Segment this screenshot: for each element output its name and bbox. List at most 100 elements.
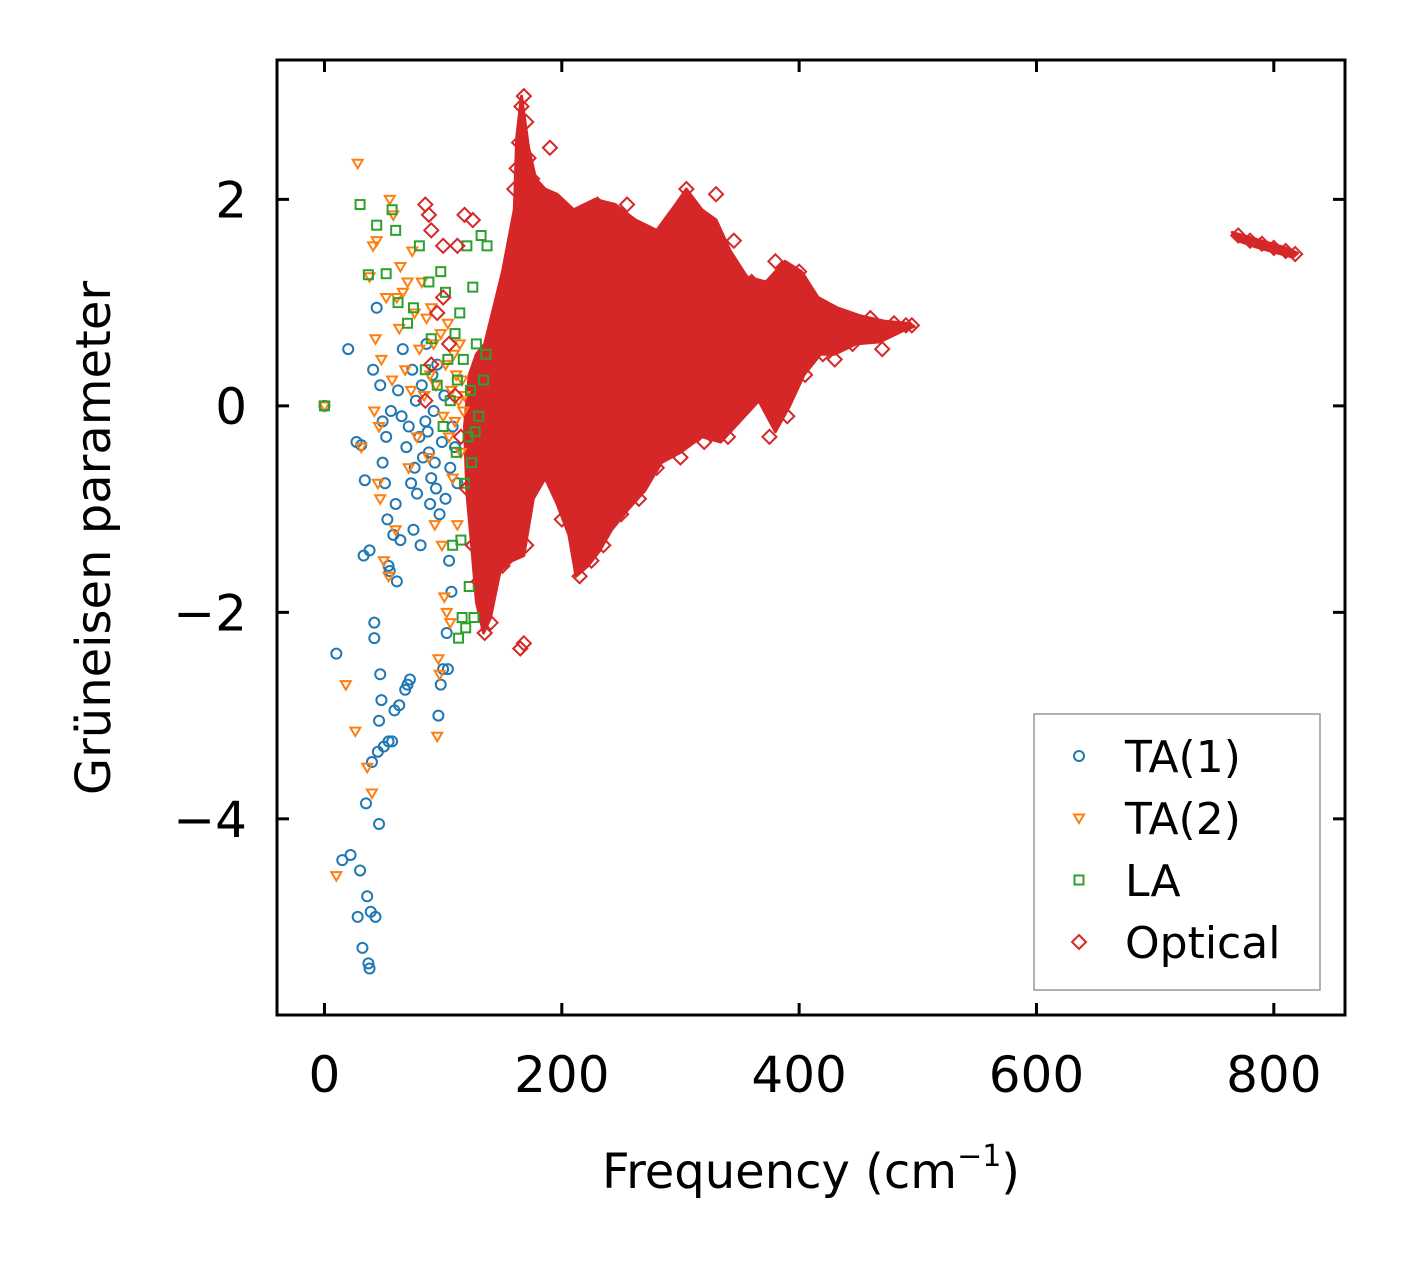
ta-1-point xyxy=(443,554,456,567)
optical-point xyxy=(571,567,589,585)
ta-1-point xyxy=(380,430,393,443)
optical-point xyxy=(520,149,537,167)
ta-1-point xyxy=(427,405,440,418)
ta-2-point xyxy=(407,308,422,320)
ta-2-point xyxy=(441,318,455,331)
ta-2-point xyxy=(366,241,380,253)
ta-2-point xyxy=(412,344,427,357)
ta-1-point xyxy=(415,379,428,392)
y-tick-label: 2 xyxy=(215,171,247,229)
ta-1-point xyxy=(370,301,383,314)
ta-1-point xyxy=(407,523,420,536)
la-point xyxy=(473,410,485,422)
optical-point xyxy=(1277,242,1295,260)
ta-2-point xyxy=(392,323,406,336)
la-point xyxy=(480,348,492,360)
optical-point xyxy=(861,309,879,327)
la-point xyxy=(455,534,467,546)
ta-2-point xyxy=(431,654,446,666)
ta-2-point xyxy=(393,261,408,274)
ta-2-point xyxy=(369,236,384,248)
ta-2-point xyxy=(439,607,454,620)
ta-2-point xyxy=(445,473,460,486)
optical-point xyxy=(416,392,434,410)
ta-2-point xyxy=(373,494,387,506)
la-point xyxy=(460,622,472,634)
optical-point xyxy=(452,428,470,446)
ta-2-point xyxy=(365,788,379,800)
x-tick-label: 600 xyxy=(989,1046,1084,1104)
optical-point xyxy=(529,185,547,203)
la-point xyxy=(464,384,476,396)
ta-1-point xyxy=(439,492,452,505)
ta-2-point xyxy=(388,525,403,537)
ta-1-point xyxy=(381,513,394,526)
x-tick-label: 400 xyxy=(751,1046,846,1104)
ta-2-point xyxy=(436,411,450,424)
ta-1-point xyxy=(434,678,447,691)
optical-point xyxy=(790,263,808,281)
la-point xyxy=(392,297,404,309)
ta-1-point xyxy=(351,910,364,923)
legend-marker-la xyxy=(1073,874,1085,886)
optical-point xyxy=(464,211,482,229)
ta-2-point xyxy=(377,556,391,568)
ta-1-point xyxy=(408,461,421,474)
ta-1-point xyxy=(386,735,399,748)
ta-2-point xyxy=(430,731,444,744)
la-point xyxy=(442,353,454,365)
la-point xyxy=(423,276,435,288)
ta-1-point xyxy=(367,363,380,376)
optical-point xyxy=(677,180,695,198)
ta-2-point xyxy=(348,726,363,739)
optical-point xyxy=(434,289,452,306)
la-point xyxy=(435,266,447,278)
la-point xyxy=(457,353,469,365)
optical-point xyxy=(666,216,683,234)
y-axis-ticks: −4 −2 0 2 xyxy=(173,171,1345,849)
optical-point xyxy=(873,340,891,358)
la-point xyxy=(481,240,493,252)
optical-point xyxy=(434,237,452,255)
ta-1-point xyxy=(403,673,416,686)
optical-point xyxy=(612,505,630,523)
la-point xyxy=(468,612,480,624)
legend-marker-optical xyxy=(1070,933,1088,951)
ta-1-point xyxy=(330,647,343,660)
la-point xyxy=(467,281,479,293)
ta-1-point xyxy=(375,694,388,707)
scatter-points xyxy=(317,87,1304,975)
ta-1-point xyxy=(444,461,457,474)
ta-2-point xyxy=(426,339,441,351)
ta-1-point xyxy=(383,565,396,578)
la-point xyxy=(437,421,449,433)
ta-2-point xyxy=(404,385,418,398)
optical-point xyxy=(448,237,466,255)
optical-point xyxy=(446,387,464,404)
optical-dense-cluster-0 xyxy=(463,94,916,635)
la-point xyxy=(386,204,398,216)
ta-2-point xyxy=(456,406,471,418)
optical-point xyxy=(1286,245,1304,263)
optical-point xyxy=(725,232,743,250)
optical-point xyxy=(508,159,526,177)
optical-point xyxy=(541,469,559,487)
ta-2-point xyxy=(438,360,453,372)
optical-point xyxy=(844,335,861,353)
optical-point xyxy=(695,433,713,451)
ta-1-point xyxy=(421,425,434,438)
la-point xyxy=(461,240,473,252)
ta-2-point xyxy=(400,277,415,289)
ta-2-point xyxy=(379,292,393,305)
ta-1-point xyxy=(356,941,369,954)
ta-2-point xyxy=(435,540,449,553)
optical-point xyxy=(529,454,547,472)
optical-point xyxy=(517,536,535,554)
optical-point xyxy=(571,216,589,234)
ta-1-point xyxy=(422,446,435,459)
optical-point xyxy=(456,206,473,224)
ta-2-point xyxy=(452,339,467,351)
la-point xyxy=(466,457,478,469)
optical-point xyxy=(1265,239,1283,257)
